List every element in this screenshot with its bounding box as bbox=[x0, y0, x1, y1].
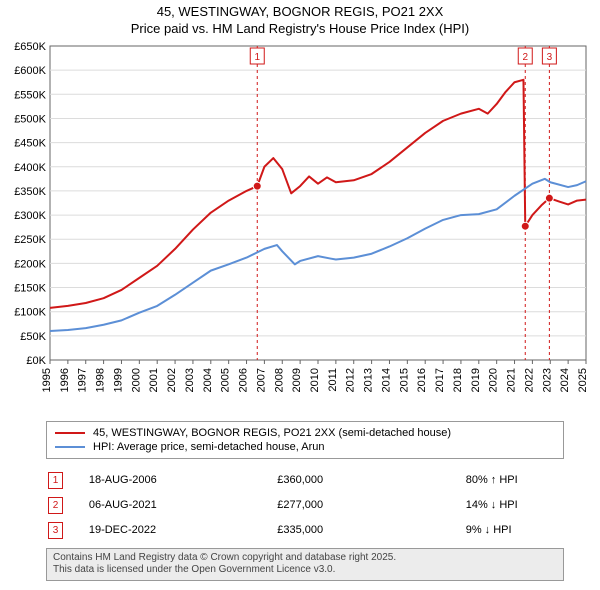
svg-text:2021: 2021 bbox=[506, 368, 518, 392]
svg-text:2001: 2001 bbox=[148, 368, 160, 392]
svg-text:2004: 2004 bbox=[202, 368, 214, 392]
event-row: 2 06-AUG-2021£277,00014% ↓ HPI bbox=[48, 494, 562, 517]
event-row: 1 18-AUG-2006£360,00080% ↑ HPI bbox=[48, 469, 562, 492]
title-line-2: Price paid vs. HM Land Registry's House … bbox=[6, 21, 594, 38]
event-delta: 80% ↑ HPI bbox=[466, 469, 562, 492]
svg-text:£300K: £300K bbox=[14, 210, 46, 222]
svg-text:2023: 2023 bbox=[541, 368, 553, 392]
svg-text:2025: 2025 bbox=[577, 368, 589, 392]
legend-swatch-1 bbox=[55, 432, 85, 434]
event-marker: 2 bbox=[48, 497, 63, 514]
svg-text:£50K: £50K bbox=[20, 331, 46, 343]
event-marker: 3 bbox=[48, 522, 63, 539]
chart-area: £0K £50K £100K £150K £200K £250K £300K £350K £40… bbox=[6, 40, 594, 415]
svg-text:2007: 2007 bbox=[255, 368, 267, 392]
footer-line-1: Contains HM Land Registry data © Crown c… bbox=[53, 552, 557, 565]
svg-text:2011: 2011 bbox=[327, 368, 339, 392]
event-delta: 14% ↓ HPI bbox=[466, 494, 562, 517]
svg-text:2: 2 bbox=[522, 52, 528, 63]
svg-text:£650K: £650K bbox=[14, 41, 46, 53]
svg-text:2018: 2018 bbox=[452, 368, 464, 392]
chart-title: 45, WESTINGWAY, BOGNOR REGIS, PO21 2XX P… bbox=[6, 4, 594, 38]
svg-text:2012: 2012 bbox=[345, 368, 357, 392]
title-line-1: 45, WESTINGWAY, BOGNOR REGIS, PO21 2XX bbox=[6, 4, 594, 21]
svg-text:£450K: £450K bbox=[14, 137, 46, 149]
legend-label-1: 45, WESTINGWAY, BOGNOR REGIS, PO21 2XX (… bbox=[93, 427, 451, 439]
svg-text:1999: 1999 bbox=[112, 368, 124, 392]
svg-text:1997: 1997 bbox=[77, 368, 89, 392]
svg-text:£350K: £350K bbox=[14, 186, 46, 198]
page-container: 45, WESTINGWAY, BOGNOR REGIS, PO21 2XX P… bbox=[0, 0, 600, 590]
event-price: £277,000 bbox=[277, 494, 463, 517]
svg-text:2014: 2014 bbox=[380, 368, 392, 392]
legend-swatch-2 bbox=[55, 446, 85, 448]
svg-text:£500K: £500K bbox=[14, 113, 46, 125]
event-price: £335,000 bbox=[277, 519, 463, 542]
event-date: 06-AUG-2021 bbox=[89, 494, 275, 517]
svg-text:1995: 1995 bbox=[41, 368, 53, 392]
svg-text:2016: 2016 bbox=[416, 368, 428, 392]
footer-line-2: This data is licensed under the Open Gov… bbox=[53, 564, 557, 577]
legend: 45, WESTINGWAY, BOGNOR REGIS, PO21 2XX (… bbox=[46, 421, 564, 459]
svg-text:2002: 2002 bbox=[166, 368, 178, 392]
svg-text:2009: 2009 bbox=[291, 368, 303, 392]
event-date: 18-AUG-2006 bbox=[89, 469, 275, 492]
svg-text:1: 1 bbox=[254, 52, 260, 63]
svg-text:2008: 2008 bbox=[273, 368, 285, 392]
event-row: 3 19-DEC-2022£335,0009% ↓ HPI bbox=[48, 519, 562, 542]
svg-text:2013: 2013 bbox=[363, 368, 375, 392]
attribution-footer: Contains HM Land Registry data © Crown c… bbox=[46, 548, 564, 581]
event-date: 19-DEC-2022 bbox=[89, 519, 275, 542]
events-table: 1 18-AUG-2006£360,00080% ↑ HPI 2 06-AUG-202… bbox=[46, 467, 564, 544]
price-chart: £0K £50K £100K £150K £200K £250K £300K £350K £40… bbox=[6, 40, 594, 410]
svg-text:2003: 2003 bbox=[184, 368, 196, 392]
svg-text:2005: 2005 bbox=[220, 368, 232, 392]
svg-text:£150K: £150K bbox=[14, 282, 46, 294]
svg-text:2020: 2020 bbox=[488, 368, 500, 392]
svg-text:£250K: £250K bbox=[14, 234, 46, 246]
svg-text:1996: 1996 bbox=[59, 368, 71, 392]
svg-text:2006: 2006 bbox=[238, 368, 250, 392]
svg-text:2019: 2019 bbox=[470, 368, 482, 392]
svg-text:£0K: £0K bbox=[26, 355, 46, 367]
svg-text:1998: 1998 bbox=[95, 368, 107, 392]
svg-text:£100K: £100K bbox=[14, 306, 46, 318]
svg-text:2010: 2010 bbox=[309, 368, 321, 392]
svg-text:£550K: £550K bbox=[14, 89, 46, 101]
svg-text:2022: 2022 bbox=[523, 368, 535, 392]
svg-text:2017: 2017 bbox=[434, 368, 446, 392]
legend-row-1: 45, WESTINGWAY, BOGNOR REGIS, PO21 2XX (… bbox=[55, 426, 555, 440]
event-price: £360,000 bbox=[277, 469, 463, 492]
svg-text:2024: 2024 bbox=[559, 368, 571, 392]
legend-row-2: HPI: Average price, semi-detached house,… bbox=[55, 440, 555, 454]
svg-text:2000: 2000 bbox=[130, 368, 142, 392]
svg-text:£200K: £200K bbox=[14, 258, 46, 270]
svg-text:3: 3 bbox=[547, 52, 553, 63]
legend-label-2: HPI: Average price, semi-detached house,… bbox=[93, 441, 325, 453]
svg-text:£600K: £600K bbox=[14, 65, 46, 77]
event-delta: 9% ↓ HPI bbox=[466, 519, 562, 542]
svg-text:2015: 2015 bbox=[398, 368, 410, 392]
svg-text:£400K: £400K bbox=[14, 162, 46, 174]
event-marker: 1 bbox=[48, 472, 63, 489]
